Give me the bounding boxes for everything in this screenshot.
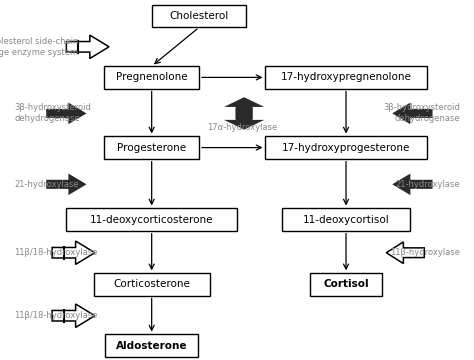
Polygon shape bbox=[224, 108, 264, 130]
Polygon shape bbox=[392, 174, 432, 195]
Text: Progesterone: Progesterone bbox=[117, 143, 186, 153]
Text: 17-hydroxypregnenolone: 17-hydroxypregnenolone bbox=[281, 72, 411, 82]
Text: 11β/18-hydroxylase: 11β/18-hydroxylase bbox=[14, 248, 98, 257]
Text: Aldosterone: Aldosterone bbox=[116, 341, 187, 351]
FancyBboxPatch shape bbox=[152, 5, 246, 27]
Text: Cholesterol: Cholesterol bbox=[169, 11, 228, 21]
FancyBboxPatch shape bbox=[310, 273, 382, 296]
Text: 17α-hydroxylase: 17α-hydroxylase bbox=[207, 123, 277, 132]
Text: 11β/18-hydroxylase: 11β/18-hydroxylase bbox=[14, 311, 98, 320]
Polygon shape bbox=[46, 103, 86, 124]
Polygon shape bbox=[386, 242, 424, 264]
Polygon shape bbox=[392, 103, 432, 124]
Text: 11-deoxycorticosterone: 11-deoxycorticosterone bbox=[90, 215, 213, 225]
Polygon shape bbox=[52, 304, 95, 328]
Text: cholesterol side-chain
cleavage enzyme system: cholesterol side-chain cleavage enzyme s… bbox=[0, 37, 78, 57]
Text: 21-hydroxylase: 21-hydroxylase bbox=[395, 180, 460, 189]
Text: 3β-hydroxysteroid
dehydrogenase: 3β-hydroxysteroid dehydrogenase bbox=[383, 103, 460, 123]
Polygon shape bbox=[46, 174, 86, 195]
Text: 3β-hydroxysteroid
dehydrogenase: 3β-hydroxysteroid dehydrogenase bbox=[14, 103, 91, 123]
FancyBboxPatch shape bbox=[282, 208, 410, 231]
FancyBboxPatch shape bbox=[265, 66, 427, 89]
Text: Cortisol: Cortisol bbox=[323, 279, 369, 289]
FancyBboxPatch shape bbox=[104, 136, 199, 159]
FancyBboxPatch shape bbox=[265, 136, 427, 159]
Polygon shape bbox=[66, 35, 109, 58]
FancyBboxPatch shape bbox=[105, 334, 198, 357]
FancyBboxPatch shape bbox=[94, 273, 210, 296]
Text: 21-hydroxylase: 21-hydroxylase bbox=[14, 180, 79, 189]
Text: 11-deoxycortisol: 11-deoxycortisol bbox=[302, 215, 390, 225]
Polygon shape bbox=[224, 97, 264, 119]
Text: 11β-hydroxylase: 11β-hydroxylase bbox=[390, 248, 460, 257]
Text: 17-hydroxyprogesterone: 17-hydroxyprogesterone bbox=[282, 143, 410, 153]
Text: Pregnenolone: Pregnenolone bbox=[116, 72, 188, 82]
Text: Corticosterone: Corticosterone bbox=[113, 279, 190, 289]
Polygon shape bbox=[52, 241, 95, 264]
FancyBboxPatch shape bbox=[104, 66, 199, 89]
FancyBboxPatch shape bbox=[66, 208, 237, 231]
